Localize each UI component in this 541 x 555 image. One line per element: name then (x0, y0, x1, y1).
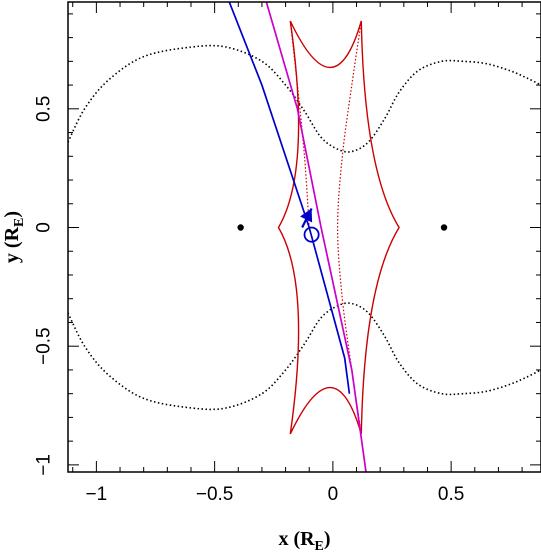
direction-arrow-head (300, 208, 313, 223)
tick-labels: −1 −0.5 0 0.5 0.5 0 −0.5 −1 (34, 96, 465, 505)
x-tick-label: −0.5 (196, 484, 234, 505)
caustic-outline (277, 20, 400, 435)
lens-position-1 (237, 224, 244, 231)
x-axis-label: x (RE) (278, 528, 330, 554)
y-tick-label: 0 (34, 222, 55, 233)
axes-frame (67, 1, 541, 473)
ticks (68, 2, 541, 472)
caustic-inner-segment-2 (289, 20, 310, 228)
caustic-inner-segment-1 (336, 20, 362, 435)
y-tick-label: −0.5 (34, 327, 55, 365)
x-tick-label: −1 (86, 484, 108, 505)
critical-curve-lower (68, 302, 541, 411)
trajectory-2 (265, 2, 367, 472)
critical-curve-upper (68, 44, 541, 153)
y-tick-label: 0.5 (34, 96, 55, 122)
trajectory-1 (228, 2, 351, 394)
plot-area (68, 2, 541, 472)
y-tick-label: −1 (34, 454, 55, 476)
plot-frame (67, 1, 541, 473)
y-axis-label: y (RE) (1, 211, 27, 263)
lens-position-2 (440, 224, 448, 231)
x-tick-label: 0 (328, 484, 339, 505)
x-tick-label: 0.5 (438, 484, 464, 505)
source-circle (303, 226, 320, 243)
